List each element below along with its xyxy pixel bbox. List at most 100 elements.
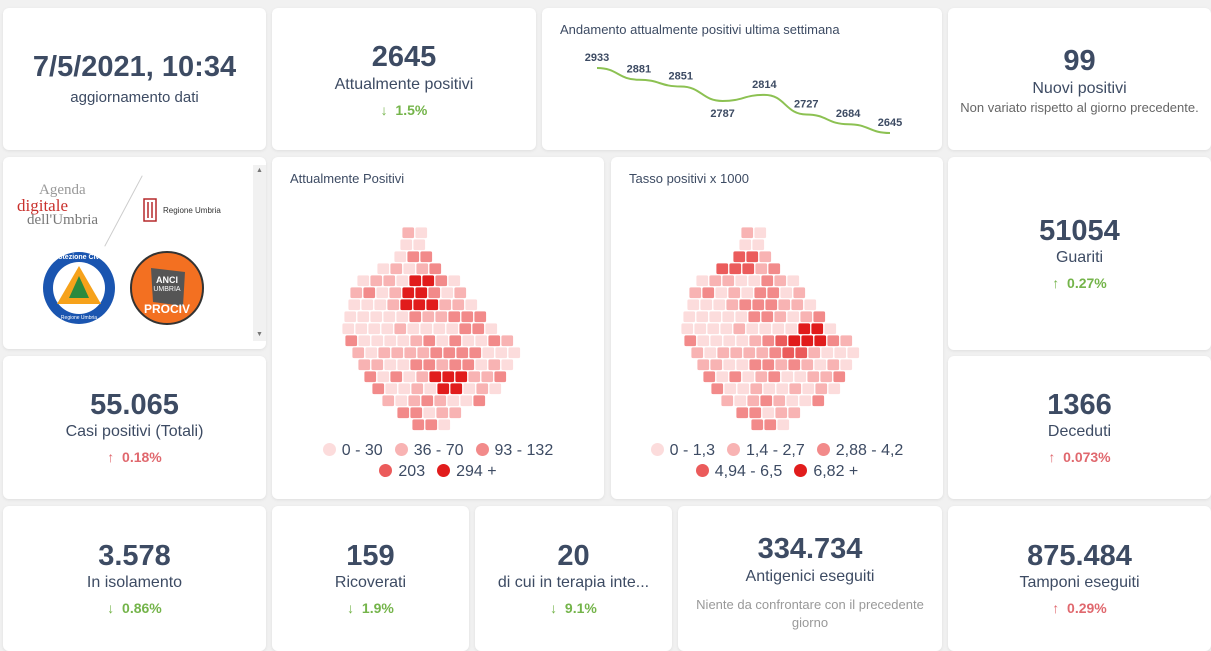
municipality-area[interactable]: [753, 226, 767, 239]
municipality-area[interactable]: [412, 238, 426, 251]
municipality-area[interactable]: [709, 334, 723, 347]
municipality-area[interactable]: [823, 322, 837, 335]
municipality-area[interactable]: [682, 310, 696, 323]
municipality-area[interactable]: [755, 346, 769, 359]
logos-scrollbar[interactable]: ▲ ▼: [253, 165, 266, 341]
municipality-area[interactable]: [415, 262, 429, 275]
municipality-area[interactable]: [728, 262, 742, 275]
municipality-area[interactable]: [500, 358, 514, 371]
municipality-area[interactable]: [423, 382, 437, 395]
municipality-area[interactable]: [787, 334, 801, 347]
municipality-area[interactable]: [761, 358, 775, 371]
municipality-area[interactable]: [435, 406, 449, 419]
municipality-area[interactable]: [488, 382, 502, 395]
municipality-area[interactable]: [760, 274, 774, 287]
municipality-area[interactable]: [384, 382, 398, 395]
municipality-area[interactable]: [762, 382, 776, 395]
municipality-area[interactable]: [453, 286, 467, 299]
municipality-area[interactable]: [695, 274, 709, 287]
municipality-area[interactable]: [811, 394, 825, 407]
municipality-area[interactable]: [396, 406, 410, 419]
municipality-area[interactable]: [449, 382, 463, 395]
municipality-area[interactable]: [422, 334, 436, 347]
municipality-area[interactable]: [383, 358, 397, 371]
municipality-area[interactable]: [820, 346, 834, 359]
municipality-area[interactable]: [399, 298, 413, 311]
municipality-area[interactable]: [341, 322, 355, 335]
municipality-area[interactable]: [759, 394, 773, 407]
municipality-area[interactable]: [432, 322, 446, 335]
municipality-area[interactable]: [422, 406, 436, 419]
municipality-area[interactable]: [383, 334, 397, 347]
municipality-area[interactable]: [425, 298, 439, 311]
municipality-area[interactable]: [403, 346, 417, 359]
municipality-area[interactable]: [721, 310, 735, 323]
municipality-area[interactable]: [475, 382, 489, 395]
municipality-area[interactable]: [771, 322, 785, 335]
municipality-area[interactable]: [722, 358, 736, 371]
municipality-area[interactable]: [729, 346, 743, 359]
municipality-area[interactable]: [411, 418, 425, 431]
municipality-area[interactable]: [767, 370, 781, 383]
municipality-area[interactable]: [781, 346, 795, 359]
municipality-area[interactable]: [393, 250, 407, 263]
municipality-area[interactable]: [716, 346, 730, 359]
municipality-area[interactable]: [395, 310, 409, 323]
municipality-area[interactable]: [722, 334, 736, 347]
municipality-area[interactable]: [732, 322, 746, 335]
municipality-area[interactable]: [774, 334, 788, 347]
municipality-area[interactable]: [435, 334, 449, 347]
municipality-area[interactable]: [401, 226, 415, 239]
municipality-area[interactable]: [371, 382, 385, 395]
municipality-area[interactable]: [774, 358, 788, 371]
municipality-area[interactable]: [462, 382, 476, 395]
municipality-area[interactable]: [715, 370, 729, 383]
municipality-area[interactable]: [408, 274, 422, 287]
municipality-area[interactable]: [410, 382, 424, 395]
municipality-area[interactable]: [813, 358, 827, 371]
municipality-area[interactable]: [455, 346, 469, 359]
municipality-area[interactable]: [409, 358, 423, 371]
municipality-area[interactable]: [357, 334, 371, 347]
municipality-area[interactable]: [473, 310, 487, 323]
municipality-area[interactable]: [826, 358, 840, 371]
municipality-area[interactable]: [459, 394, 473, 407]
municipality-area[interactable]: [357, 358, 371, 371]
municipality-area[interactable]: [427, 286, 441, 299]
municipality-area[interactable]: [386, 298, 400, 311]
municipality-area[interactable]: [363, 370, 377, 383]
municipality-area[interactable]: [846, 346, 860, 359]
municipality-area[interactable]: [839, 334, 853, 347]
municipality-area[interactable]: [732, 250, 746, 263]
municipality-area[interactable]: [798, 394, 812, 407]
municipality-area[interactable]: [747, 310, 761, 323]
municipality-area[interactable]: [409, 406, 423, 419]
municipality-area[interactable]: [429, 346, 443, 359]
municipality-area[interactable]: [686, 298, 700, 311]
municipality-area[interactable]: [785, 394, 799, 407]
municipality-area[interactable]: [370, 334, 384, 347]
municipality-area[interactable]: [393, 322, 407, 335]
municipality-area[interactable]: [826, 334, 840, 347]
municipality-area[interactable]: [735, 358, 749, 371]
municipality-area[interactable]: [688, 286, 702, 299]
municipality-area[interactable]: [412, 298, 426, 311]
municipality-area[interactable]: [747, 274, 761, 287]
municipality-area[interactable]: [481, 346, 495, 359]
municipality-area[interactable]: [436, 382, 450, 395]
municipality-area[interactable]: [380, 322, 394, 335]
municipality-area[interactable]: [493, 370, 507, 383]
municipality-area[interactable]: [390, 346, 404, 359]
municipality-area[interactable]: [414, 286, 428, 299]
municipality-area[interactable]: [768, 346, 782, 359]
municipality-area[interactable]: [419, 322, 433, 335]
municipality-area[interactable]: [437, 418, 451, 431]
municipality-area[interactable]: [801, 382, 815, 395]
municipality-area[interactable]: [708, 274, 722, 287]
municipality-area[interactable]: [800, 358, 814, 371]
municipality-area[interactable]: [792, 286, 806, 299]
municipality-area[interactable]: [421, 274, 435, 287]
municipality-area[interactable]: [507, 346, 521, 359]
municipality-area[interactable]: [467, 370, 481, 383]
municipality-area[interactable]: [693, 322, 707, 335]
